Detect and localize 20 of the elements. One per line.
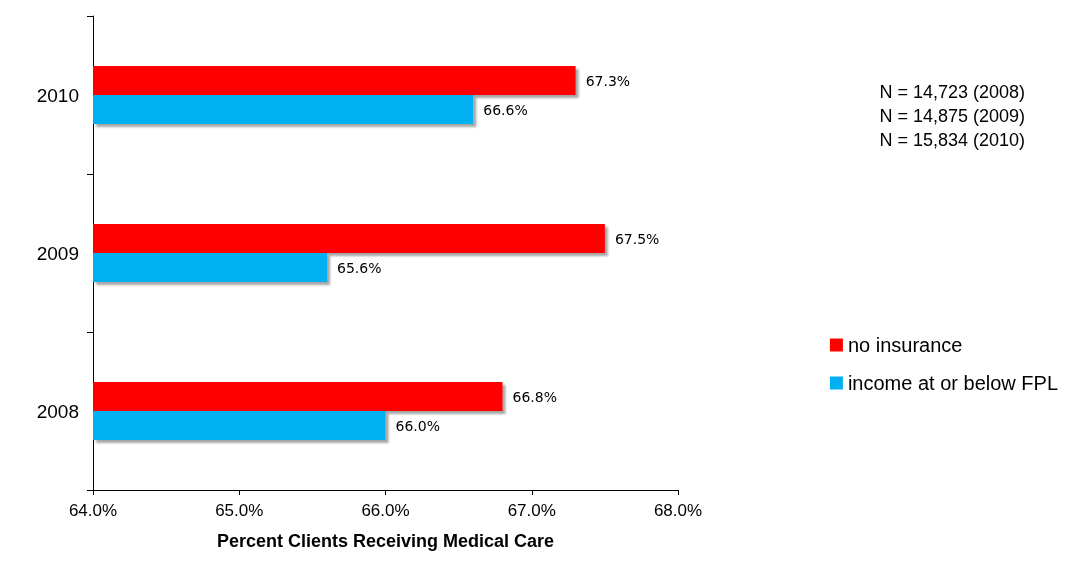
data-label: 67.3%: [585, 72, 631, 89]
x-tick-label: 65.0%: [215, 501, 264, 520]
x-tick-label: 66.0%: [361, 501, 410, 520]
x-tick-label: 67.0%: [507, 501, 556, 520]
text: N = 14,875 (2009): [879, 106, 1026, 126]
legend-label: income at or below FPL: [847, 372, 1059, 394]
y-tick-label: 2010: [36, 84, 79, 106]
y-tick-label: 2009: [36, 242, 79, 264]
data-label: 67.5%: [614, 230, 660, 247]
x-tick-label: 64.0%: [68, 501, 118, 520]
x-tick-label: 68.0%: [653, 501, 703, 520]
text: N = 15,834 (2010): [879, 130, 1026, 150]
data-label: 65.6%: [337, 259, 382, 276]
text: N = 14,723 (2008): [879, 82, 1026, 102]
y-tick-label: 2008: [36, 400, 79, 422]
data-label: 66.0%: [395, 417, 440, 434]
data-label: 66.8%: [512, 388, 557, 405]
legend-label: no insurance: [847, 334, 963, 356]
x-axis-title: Percent Clients Receiving Medical Care: [216, 531, 555, 551]
data-label: 66.6%: [483, 101, 528, 118]
